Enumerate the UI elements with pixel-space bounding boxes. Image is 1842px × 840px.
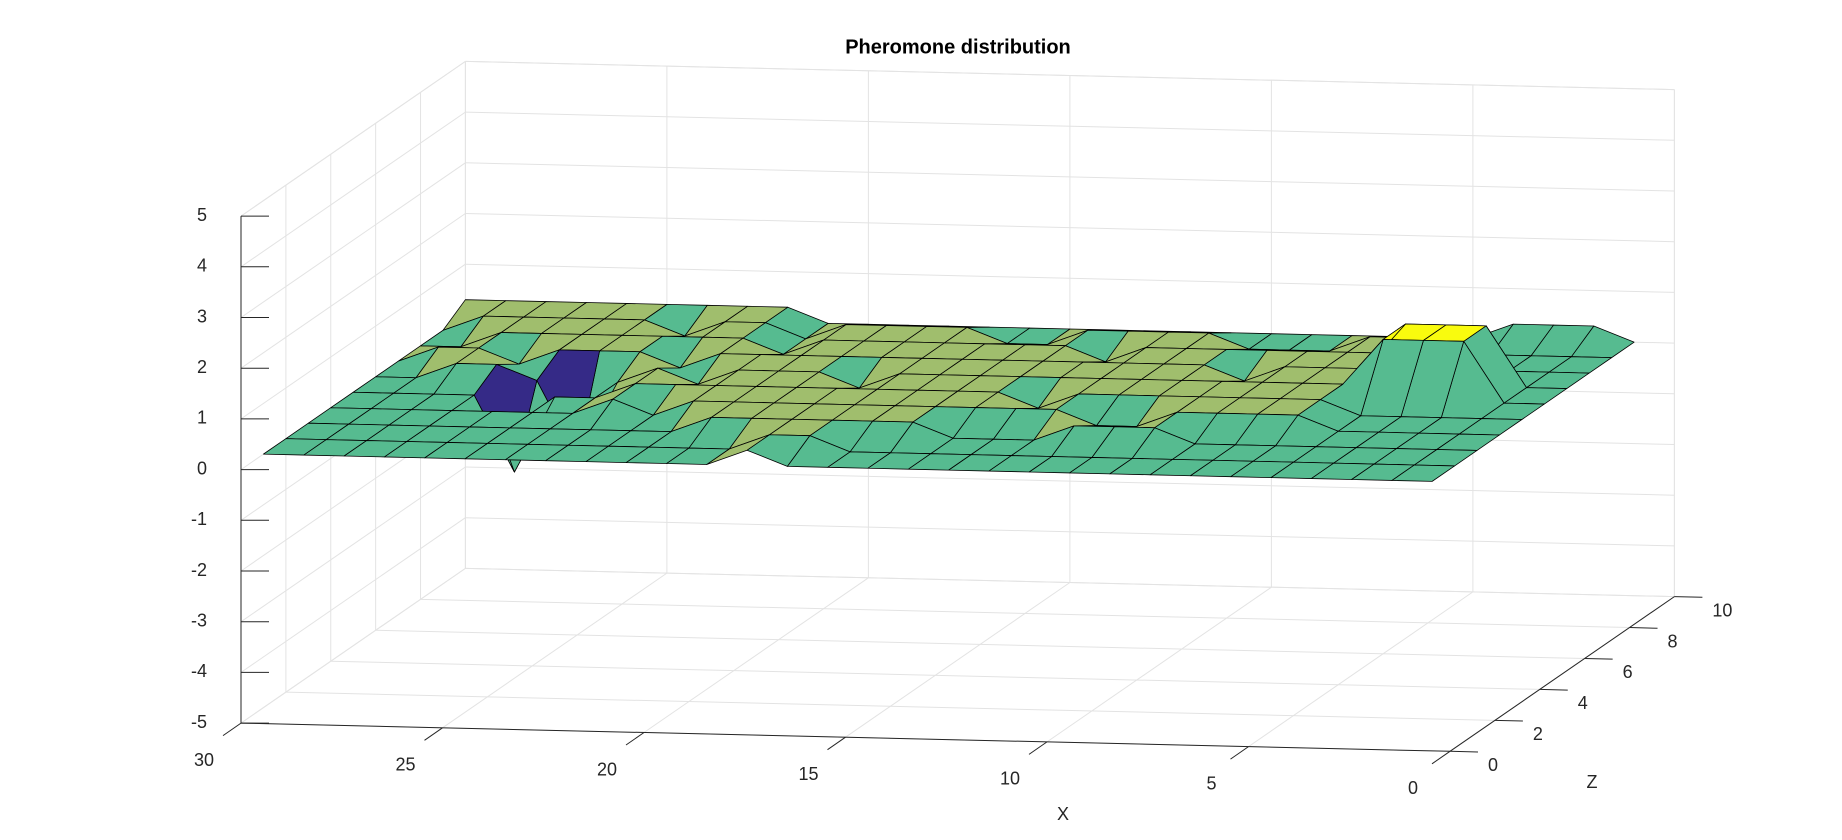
x-tick-label: 25: [395, 755, 415, 775]
x-tick-label: 30: [194, 750, 214, 770]
x-tick-label: 20: [597, 759, 617, 779]
grid-line: [330, 660, 1540, 690]
grid-line: [285, 691, 1495, 721]
x-tick-label: 10: [1000, 769, 1020, 789]
grid-line: [240, 567, 466, 724]
grid-line: [465, 567, 1675, 598]
z-tick-label: -1: [191, 509, 207, 529]
y-tick: [1494, 719, 1523, 722]
y-axis-label: Z: [1587, 772, 1598, 792]
grid-line: [465, 263, 1675, 293]
grid-line: [465, 466, 1675, 496]
x-tick: [1230, 746, 1249, 760]
grid-line: [643, 577, 869, 733]
x-tick: [222, 722, 242, 737]
surface-cell: [263, 438, 327, 456]
grid-line: [375, 629, 1585, 659]
y-tick-label: 0: [1488, 755, 1498, 775]
grid-line: [240, 111, 466, 268]
y-tick-label: 4: [1578, 693, 1588, 713]
grid-line: [240, 263, 466, 420]
grid-line: [1248, 591, 1474, 748]
grid-line: [420, 598, 1630, 629]
y-tick: [1629, 627, 1658, 629]
x-tick: [1431, 750, 1451, 765]
x-tick: [827, 736, 846, 751]
x-tick-label: 5: [1206, 773, 1216, 793]
grid-line: [465, 111, 1675, 141]
x-tick: [625, 732, 645, 746]
grid-line: [240, 466, 466, 623]
y-tick: [1584, 657, 1613, 660]
y-axis-line: [1449, 596, 1675, 752]
grid-line: [1046, 586, 1272, 743]
y-tick: [1674, 596, 1703, 598]
box-edge: [465, 60, 1675, 91]
x-tick-label: 0: [1408, 778, 1418, 798]
z-tick-label: -5: [191, 712, 207, 732]
x-axis-label: X: [1057, 804, 1069, 824]
z-tick-label: 2: [197, 357, 207, 377]
x-tick: [1028, 741, 1048, 755]
z-tick-label: 1: [197, 408, 207, 428]
grid-line: [845, 582, 1071, 738]
y-tick: [1449, 750, 1479, 753]
z-tick-label: 0: [197, 458, 207, 478]
x-tick-label: 15: [798, 764, 818, 784]
y-tick-label: 6: [1623, 662, 1633, 682]
chart-title: Pheromone distribution: [845, 36, 1071, 58]
z-tick-label: 5: [197, 205, 207, 225]
y-tick: [1539, 688, 1568, 691]
z-tick-label: 3: [197, 306, 207, 326]
grid-line: [465, 213, 1675, 243]
z-tick-label: -4: [191, 661, 207, 681]
z-tick-label: -2: [191, 560, 207, 580]
y-tick-label: 2: [1533, 724, 1543, 744]
grid-line: [240, 517, 466, 673]
x-axis-line: [240, 722, 1451, 752]
y-tick-label: 10: [1712, 600, 1732, 620]
grid-line: [240, 162, 466, 318]
z-tick-label: -3: [191, 610, 207, 630]
box-edge: [240, 60, 466, 217]
grid-line: [465, 162, 1675, 192]
grid-line: [240, 213, 466, 369]
x-tick: [424, 727, 443, 741]
grid-line: [442, 572, 668, 729]
z-tick-label: 4: [197, 256, 207, 276]
grid-line: [465, 517, 1675, 547]
y-tick-label: 8: [1668, 631, 1678, 651]
